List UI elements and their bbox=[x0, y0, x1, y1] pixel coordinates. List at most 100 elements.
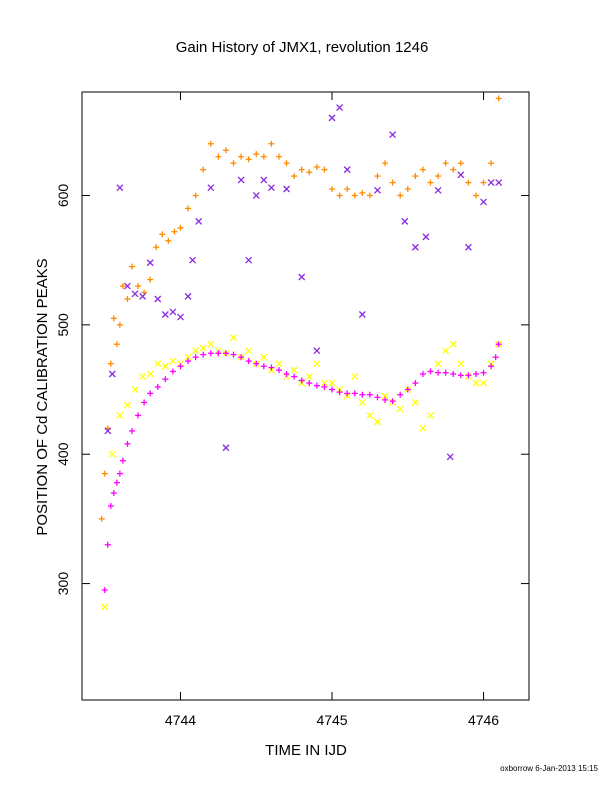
data-point bbox=[495, 179, 503, 187]
data-point bbox=[139, 292, 147, 300]
data-point bbox=[107, 360, 114, 367]
x-axis-label: TIME IN IJD bbox=[265, 742, 347, 759]
data-point bbox=[123, 401, 131, 409]
data-point bbox=[192, 354, 199, 361]
data-point bbox=[465, 372, 472, 379]
data-point bbox=[169, 357, 177, 365]
data-point bbox=[411, 243, 419, 251]
data-point bbox=[192, 347, 200, 355]
data-point bbox=[472, 192, 479, 199]
data-point bbox=[442, 347, 450, 355]
data-point bbox=[101, 470, 108, 477]
data-point bbox=[119, 457, 126, 464]
data-point bbox=[275, 360, 283, 368]
data-point bbox=[422, 233, 430, 241]
data-point bbox=[189, 256, 197, 264]
data-point bbox=[434, 186, 442, 194]
data-point bbox=[267, 184, 275, 192]
data-point bbox=[442, 160, 449, 167]
data-point bbox=[313, 347, 321, 355]
data-point bbox=[101, 603, 109, 611]
data-point bbox=[464, 243, 472, 251]
data-point bbox=[291, 173, 298, 180]
data-point bbox=[238, 354, 245, 361]
data-point bbox=[113, 479, 120, 486]
data-point bbox=[110, 490, 117, 497]
data-point bbox=[108, 370, 116, 378]
data-point bbox=[450, 166, 457, 173]
data-point bbox=[389, 179, 396, 186]
data-point bbox=[381, 392, 389, 400]
data-point bbox=[343, 166, 351, 174]
data-point bbox=[351, 373, 359, 381]
data-points bbox=[98, 95, 503, 611]
data-point bbox=[268, 140, 275, 147]
data-point bbox=[161, 362, 169, 370]
data-point bbox=[135, 283, 142, 290]
data-point bbox=[465, 179, 472, 186]
y-tick-label: 600 bbox=[55, 184, 71, 208]
data-point bbox=[98, 515, 105, 522]
data-point bbox=[124, 440, 131, 447]
data-point bbox=[290, 366, 298, 374]
data-point bbox=[260, 153, 267, 160]
data-point bbox=[185, 205, 192, 212]
data-point bbox=[306, 380, 313, 387]
data-point bbox=[177, 224, 184, 231]
data-point bbox=[200, 351, 207, 358]
data-point bbox=[159, 231, 166, 238]
data-point bbox=[154, 295, 162, 303]
data-point bbox=[207, 350, 214, 357]
data-point bbox=[366, 192, 373, 199]
data-point bbox=[427, 411, 434, 419]
data-point bbox=[457, 171, 465, 179]
data-point bbox=[397, 192, 404, 199]
data-point bbox=[116, 184, 124, 192]
data-point bbox=[472, 379, 480, 387]
data-point bbox=[401, 217, 409, 225]
data-point bbox=[358, 311, 366, 318]
data-point bbox=[488, 160, 495, 167]
data-point bbox=[230, 334, 237, 342]
y-tick-label: 400 bbox=[55, 442, 71, 466]
data-point bbox=[457, 372, 464, 379]
data-point bbox=[313, 164, 320, 171]
data-point bbox=[238, 153, 245, 160]
data-point bbox=[253, 151, 260, 158]
data-point bbox=[313, 360, 321, 368]
data-point bbox=[171, 228, 178, 235]
data-point bbox=[374, 394, 381, 401]
data-point bbox=[161, 311, 169, 318]
data-point bbox=[283, 185, 291, 193]
data-point bbox=[435, 173, 442, 180]
data-point bbox=[480, 179, 487, 186]
data-point bbox=[123, 282, 131, 290]
data-point bbox=[260, 363, 267, 370]
data-point bbox=[427, 368, 434, 375]
data-point bbox=[169, 368, 176, 375]
data-point bbox=[177, 313, 184, 321]
plot-frame bbox=[81, 91, 530, 701]
data-point bbox=[268, 364, 275, 371]
data-point bbox=[129, 263, 136, 270]
data-point bbox=[321, 166, 328, 173]
data-point bbox=[419, 424, 427, 432]
data-point bbox=[358, 399, 366, 406]
data-point bbox=[480, 369, 487, 376]
data-point bbox=[195, 217, 203, 225]
data-point bbox=[154, 360, 162, 368]
data-point bbox=[147, 276, 154, 283]
data-point bbox=[116, 470, 123, 477]
data-point bbox=[131, 290, 139, 298]
data-point bbox=[442, 369, 449, 376]
data-point bbox=[411, 399, 419, 406]
data-point bbox=[169, 308, 177, 316]
data-point bbox=[457, 360, 465, 368]
data-point bbox=[245, 156, 252, 163]
data-point bbox=[222, 147, 229, 154]
data-point bbox=[412, 380, 419, 387]
data-point bbox=[283, 160, 290, 167]
data-point bbox=[147, 390, 154, 397]
x-tick-label: 4744 bbox=[165, 712, 196, 728]
